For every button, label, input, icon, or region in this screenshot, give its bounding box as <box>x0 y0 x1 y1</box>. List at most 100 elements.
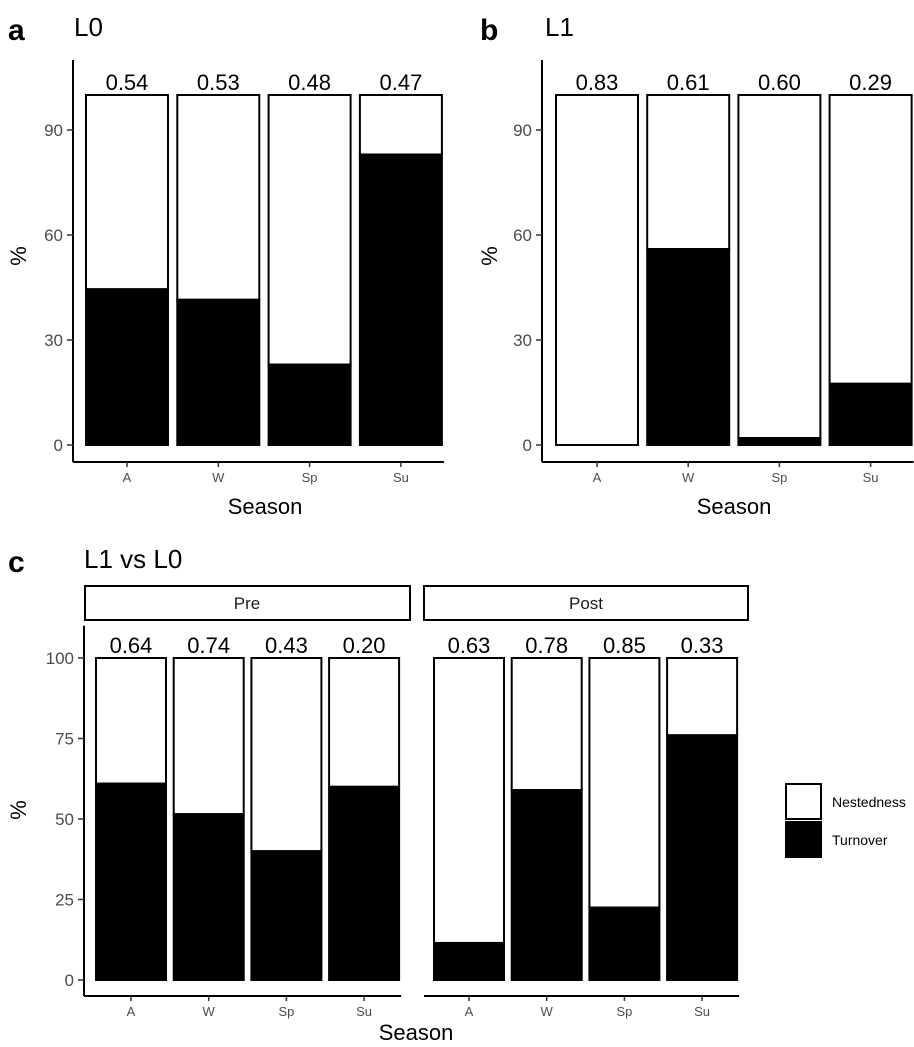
bar-nestedness <box>433 657 505 944</box>
y-tick-label: 90 <box>44 121 63 140</box>
bar-data-label: 0.61 <box>667 70 710 95</box>
x-tick-label: W <box>682 470 695 485</box>
bar-turnover <box>646 248 731 446</box>
bar-data-label: 0.20 <box>343 633 386 658</box>
y-tick-label: 0 <box>54 436 63 455</box>
bar-turnover <box>328 785 401 981</box>
bar-turnover <box>433 941 505 981</box>
bar-data-label: 0.74 <box>187 633 230 658</box>
bar-nestedness <box>828 94 913 385</box>
y-tick-label: 30 <box>513 331 532 350</box>
bar-data-label: 0.48 <box>288 70 331 95</box>
bar-turnover <box>828 382 913 446</box>
x-axis-title-c: Season <box>379 1020 454 1045</box>
bar-data-label: 0.54 <box>106 70 149 95</box>
bar-data-label: 0.60 <box>758 70 801 95</box>
bar-nestedness <box>737 94 822 439</box>
bar-data-label: 0.53 <box>197 70 240 95</box>
legend-swatch-turnover <box>785 821 822 858</box>
bar-nestedness <box>358 94 443 156</box>
facet-strip-pre: Pre <box>84 585 411 621</box>
legend-label-nestedness: Nestedness <box>832 794 906 810</box>
bar-data-label: 0.47 <box>379 70 422 95</box>
legend: Nestedness Turnover <box>785 783 906 858</box>
x-tick-label: A <box>123 470 132 485</box>
x-axis-title-b: Season <box>697 494 772 519</box>
facet-strip-post-box <box>423 585 749 621</box>
bar-data-label: 0.83 <box>576 70 619 95</box>
x-tick-label: Su <box>863 470 879 485</box>
legend-swatch-nestedness <box>785 783 822 820</box>
bar-nestedness <box>588 657 661 909</box>
bar-data-label: 0.64 <box>110 633 153 658</box>
y-tick-label: 0 <box>523 436 532 455</box>
y-tick-label: 60 <box>513 226 532 245</box>
bar-turnover <box>737 437 822 446</box>
facet-strip-pre-label: Pre <box>234 594 260 613</box>
legend-label-turnover: Turnover <box>832 832 888 848</box>
facet-strip-pre-box <box>84 585 411 621</box>
bar-data-label: 0.78 <box>525 633 568 658</box>
y-tick-label: 0 <box>65 971 74 990</box>
bar-turnover <box>172 813 245 981</box>
bar-data-label: 0.85 <box>603 633 646 658</box>
y-tick-label: 60 <box>44 226 63 245</box>
panel-letter-a: a <box>8 14 25 47</box>
bar-turnover <box>666 734 739 982</box>
x-tick-label: W <box>203 1004 216 1019</box>
bar-turnover <box>588 906 661 981</box>
plot-area-a: 0 30 60 90 0.54 A 0.53 W 0.48 Sp 0.47 Su <box>44 60 444 485</box>
y-axis-title-c: % <box>6 800 31 820</box>
bar-turnover <box>358 153 443 446</box>
x-tick-label: W <box>541 1004 554 1019</box>
y-tick-label: 50 <box>55 810 74 829</box>
x-tick-label: A <box>593 470 602 485</box>
facet-strip-post: Post <box>423 585 749 621</box>
panel-title-c: L1 vs L0 <box>84 544 182 574</box>
bar-nestedness <box>328 657 401 788</box>
bar-nestedness <box>172 657 245 816</box>
y-axis-title-b: % <box>477 246 502 266</box>
bar-turnover <box>267 363 352 446</box>
bar-nestedness <box>646 94 731 250</box>
y-tick-label: 25 <box>55 891 74 910</box>
x-tick-label: Su <box>356 1004 372 1019</box>
panel-title-a: L0 <box>74 12 103 42</box>
x-tick-label: Su <box>393 470 409 485</box>
facet-strip-post-label: Post <box>569 594 603 613</box>
x-tick-label: Sp <box>771 470 787 485</box>
bar-data-label: 0.33 <box>681 633 724 658</box>
bar-turnover <box>85 288 169 446</box>
panel-a: a L0 0 30 60 90 0.54 A 0.53 W 0.48 Sp 0.47 Su % Sea… <box>6 12 444 519</box>
x-axis-title-a: Season <box>228 494 303 519</box>
y-axis-title-a: % <box>6 246 31 266</box>
bar-nestedness <box>666 657 739 737</box>
panel-c: c L1 vs L0 Pre Post 0 25 50 75 100 0.64 A 0.74 W… <box>6 544 906 1045</box>
y-tick-label: 30 <box>44 331 63 350</box>
x-tick-label: Su <box>694 1004 710 1019</box>
bar-data-label: 0.43 <box>265 633 308 658</box>
x-tick-label: A <box>465 1004 474 1019</box>
bar-turnover <box>510 789 583 982</box>
x-tick-label: Sp <box>302 470 318 485</box>
bar-data-label: 0.29 <box>849 70 892 95</box>
panel-letter-c: c <box>8 546 25 579</box>
bar-turnover <box>176 298 261 446</box>
bar-nestedness <box>267 94 352 366</box>
bar-turnover <box>95 782 167 982</box>
plot-area-c-post: 0.63 A 0.78 W 0.85 Sp 0.33 Su <box>424 633 740 1019</box>
panel-b: b L1 0 30 60 90 0.83 A 0.61 W 0.60 Sp 0.29 Su % Sea… <box>477 12 914 519</box>
panel-title-b: L1 <box>545 12 574 42</box>
y-tick-label: 90 <box>513 121 532 140</box>
panel-letter-b: b <box>480 14 498 47</box>
y-tick-label: 75 <box>55 730 74 749</box>
x-tick-label: W <box>212 470 225 485</box>
y-tick-label: 100 <box>46 649 74 668</box>
bar-nestedness <box>555 94 639 446</box>
bar-nestedness <box>85 94 169 291</box>
x-tick-label: Sp <box>278 1004 294 1019</box>
plot-area-b: 0 30 60 90 0.83 A 0.61 W 0.60 Sp 0.29 Su <box>513 60 914 485</box>
bar-data-label: 0.63 <box>448 633 491 658</box>
x-tick-label: Sp <box>616 1004 632 1019</box>
